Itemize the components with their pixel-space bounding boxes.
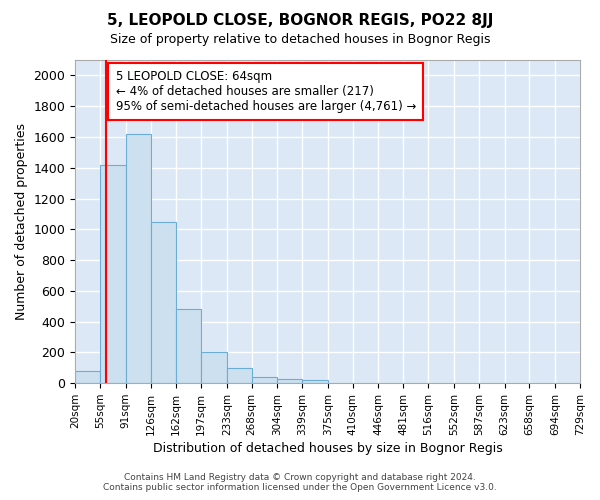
Bar <box>252 377 277 383</box>
Text: 5 LEOPOLD CLOSE: 64sqm
← 4% of detached houses are smaller (217)
95% of semi-det: 5 LEOPOLD CLOSE: 64sqm ← 4% of detached … <box>116 70 416 112</box>
Bar <box>126 134 151 383</box>
Bar <box>151 222 176 383</box>
Bar <box>277 378 302 383</box>
Text: 5, LEOPOLD CLOSE, BOGNOR REGIS, PO22 8JJ: 5, LEOPOLD CLOSE, BOGNOR REGIS, PO22 8JJ <box>107 12 493 28</box>
Text: Contains HM Land Registry data © Crown copyright and database right 2024.
Contai: Contains HM Land Registry data © Crown c… <box>103 473 497 492</box>
Bar <box>75 371 100 383</box>
Bar <box>302 380 328 383</box>
Bar <box>100 164 126 383</box>
Bar <box>201 352 227 383</box>
Y-axis label: Number of detached properties: Number of detached properties <box>15 123 28 320</box>
Bar <box>176 310 201 383</box>
Text: Size of property relative to detached houses in Bognor Regis: Size of property relative to detached ho… <box>110 32 490 46</box>
X-axis label: Distribution of detached houses by size in Bognor Regis: Distribution of detached houses by size … <box>153 442 502 455</box>
Bar <box>227 368 252 383</box>
